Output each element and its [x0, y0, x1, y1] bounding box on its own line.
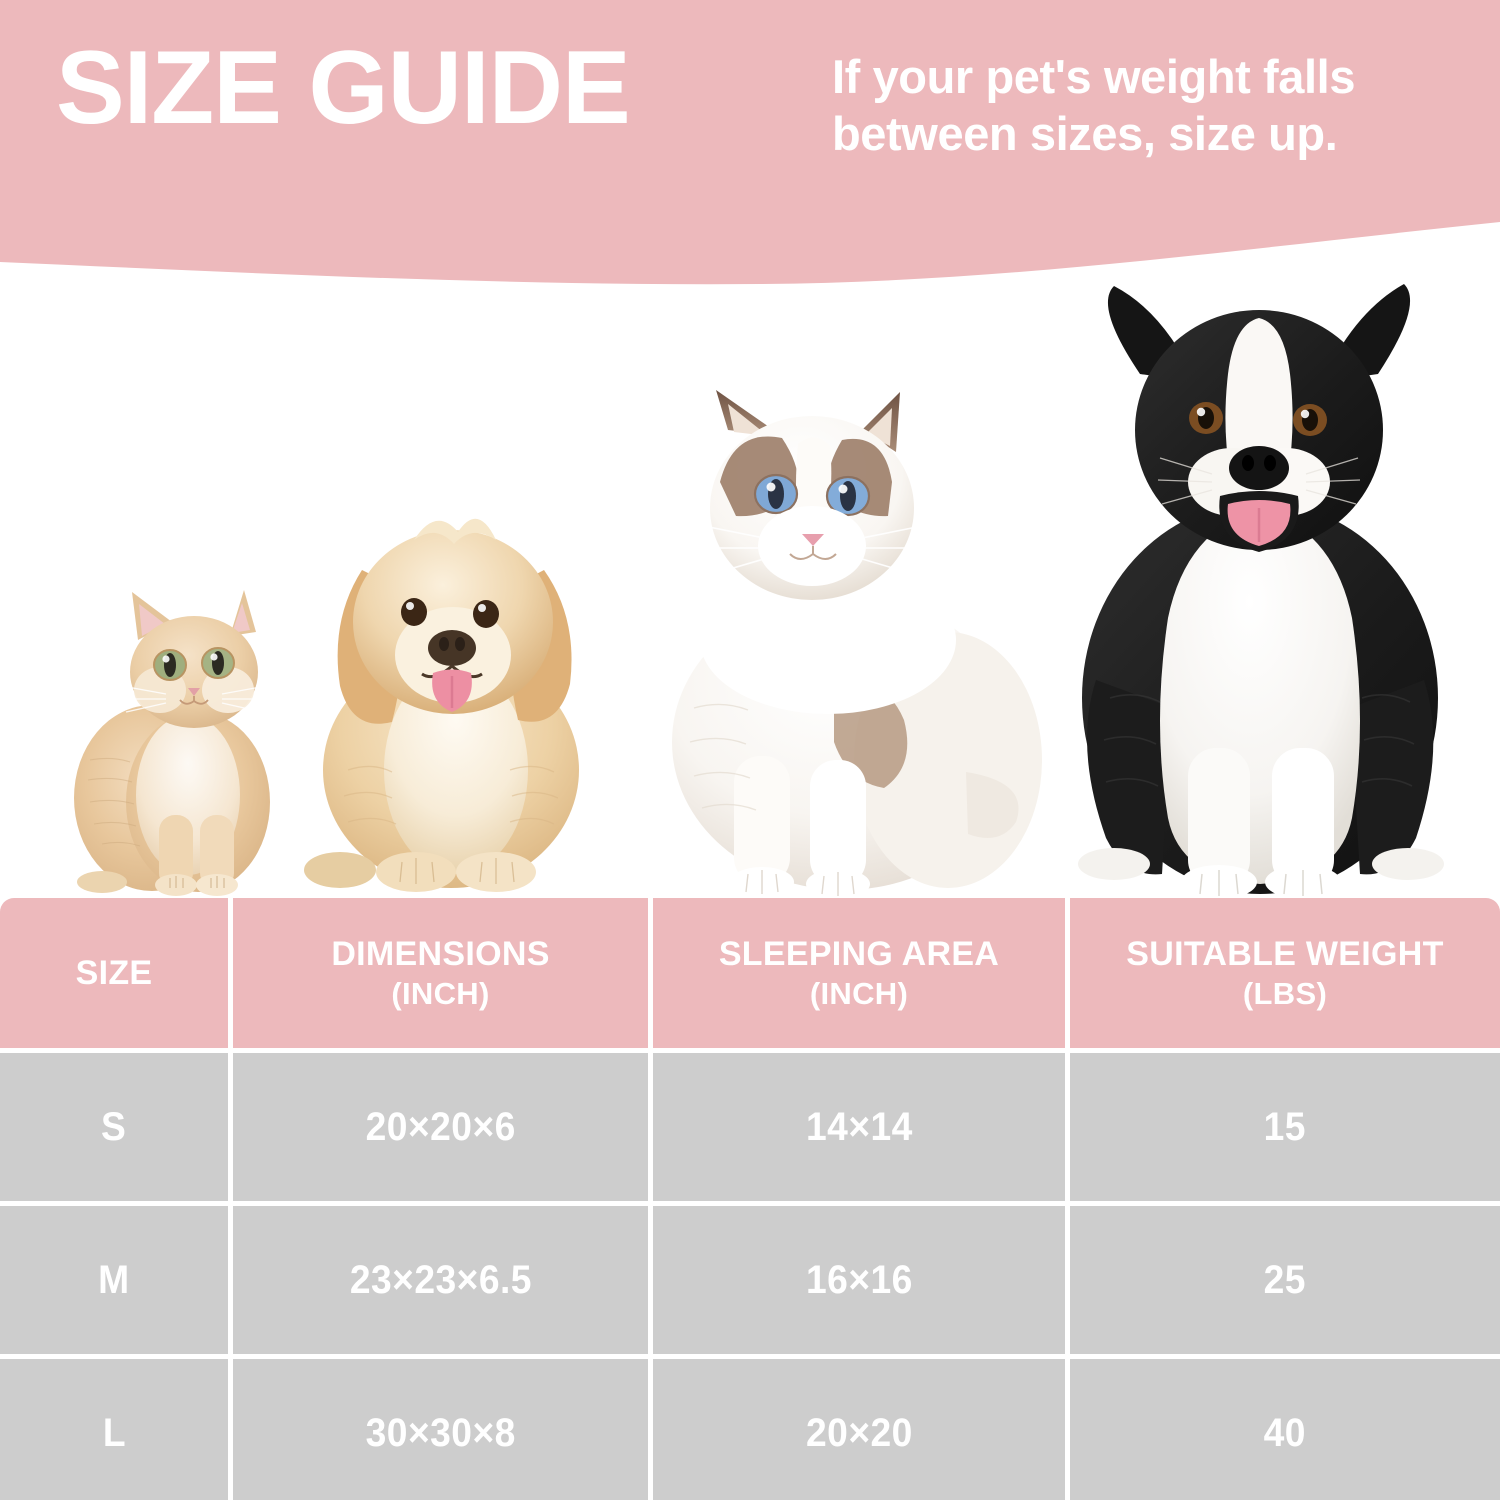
column-header-size-title: SIZE — [75, 953, 153, 992]
cell-size: L — [0, 1359, 228, 1500]
table-row: S 20×20×6 14×14 15 — [0, 1053, 1500, 1201]
column-header-sleeping-area-title: SLEEPING AREA — [718, 935, 1000, 973]
cell-sleeping-area-value: 16×16 — [805, 1257, 913, 1302]
column-header-size: SIZE — [0, 898, 228, 1048]
table-header-row: SIZE DIMENSIONS (INCH) SLEEPING AREA (IN… — [0, 898, 1500, 1048]
header-text-wrap: SIZE GUIDE If your pet's weight falls be… — [0, 0, 1500, 230]
cell-dimensions: 20×20×6 — [233, 1053, 648, 1201]
animal-large-cat — [648, 390, 1046, 900]
cell-suitable-weight: 40 — [1070, 1359, 1500, 1500]
header-wave-shape — [0, 0, 1500, 285]
cell-suitable-weight-value: 25 — [1263, 1257, 1307, 1302]
size-table: SIZE DIMENSIONS (INCH) SLEEPING AREA (IN… — [0, 898, 1500, 1500]
cell-dimensions-value: 23×23×6.5 — [349, 1257, 532, 1302]
column-header-sleeping-area: SLEEPING AREA (INCH) — [653, 898, 1065, 1048]
cell-sleeping-area: 14×14 — [653, 1053, 1065, 1201]
cell-size: S — [0, 1053, 228, 1201]
column-header-dimensions: DIMENSIONS (INCH) — [233, 898, 648, 1048]
cell-size-value: L — [102, 1410, 126, 1455]
table-row: L 30×30×8 20×20 40 — [0, 1359, 1500, 1500]
cell-dimensions: 30×30×8 — [233, 1359, 648, 1500]
cell-size-value: S — [101, 1104, 127, 1149]
animal-small-dog — [296, 470, 606, 900]
header-banner: SIZE GUIDE If your pet's weight falls be… — [0, 0, 1500, 300]
animal-lineup — [0, 250, 1500, 900]
page-title: SIZE GUIDE — [56, 30, 631, 146]
cell-sleeping-area-value: 20×20 — [805, 1410, 913, 1455]
cell-suitable-weight: 25 — [1070, 1206, 1500, 1354]
cell-suitable-weight: 15 — [1070, 1053, 1500, 1201]
cell-sleeping-area: 16×16 — [653, 1206, 1065, 1354]
column-header-suitable-weight-unit: (LBS) — [1242, 975, 1328, 1011]
cell-suitable-weight-value: 40 — [1263, 1410, 1307, 1455]
column-header-suitable-weight: SUITABLE WEIGHT (LBS) — [1070, 898, 1500, 1048]
column-header-dimensions-unit: (INCH) — [391, 975, 490, 1011]
animal-small-cat — [60, 570, 295, 900]
table-row: M 23×23×6.5 16×16 25 — [0, 1206, 1500, 1354]
cell-size: M — [0, 1206, 228, 1354]
cell-dimensions-value: 30×30×8 — [365, 1410, 516, 1455]
cell-sleeping-area-value: 14×14 — [805, 1104, 913, 1149]
cell-dimensions-value: 20×20×6 — [365, 1104, 516, 1149]
cell-dimensions: 23×23×6.5 — [233, 1206, 648, 1354]
column-header-dimensions-title: DIMENSIONS — [331, 935, 550, 973]
cell-size-value: M — [98, 1257, 130, 1302]
cell-suitable-weight-value: 15 — [1263, 1104, 1307, 1149]
animal-large-dog — [1052, 278, 1466, 900]
header-subtitle: If your pet's weight falls between sizes… — [832, 50, 1356, 161]
column-header-suitable-weight-title: SUITABLE WEIGHT — [1126, 935, 1444, 973]
cell-sleeping-area: 20×20 — [653, 1359, 1065, 1500]
column-header-sleeping-area-unit: (INCH) — [809, 975, 909, 1011]
